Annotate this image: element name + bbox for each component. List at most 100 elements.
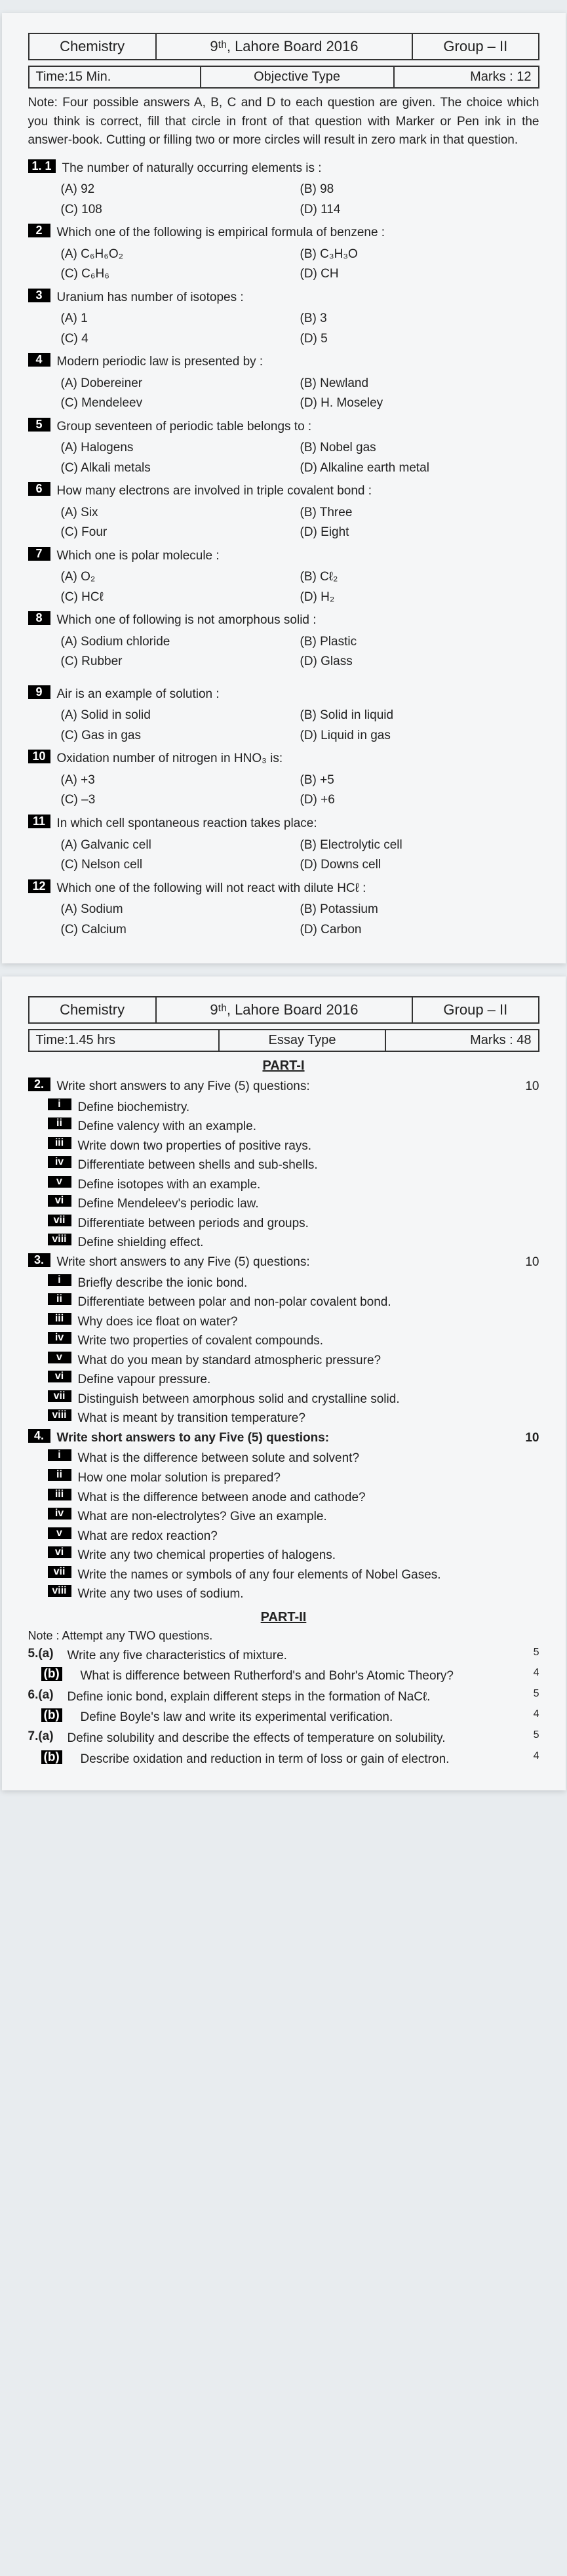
marks-cell: Marks : 12: [394, 66, 539, 88]
roman-item: iiiWhy does ice float on water?: [48, 1313, 539, 1331]
roman-numeral: viii: [48, 1585, 71, 1597]
group-cell-2: Group – II: [412, 997, 538, 1023]
roman-numeral: viii: [48, 1234, 71, 1245]
roman-numeral: ii: [48, 1469, 71, 1481]
long-note: Note : Attempt any TWO questions.: [28, 1629, 539, 1643]
instructions-note: Note: Four possible answers A, B, C and …: [28, 94, 539, 150]
roman-numeral: vi: [48, 1371, 71, 1382]
q12-options: (A) Sodium (B) Potassium (C) Calcium (D)…: [61, 900, 539, 940]
roman-item: v What do you mean by standard atmospheri…: [48, 1352, 539, 1370]
q4-opt-d: (D) H. Moseley: [300, 393, 539, 414]
marks-cell-2: Marks : 48: [385, 1030, 539, 1051]
group-cell: Group – II: [412, 33, 538, 60]
q3-opt-b: (B) 3: [300, 309, 539, 329]
q5-number: 5: [28, 418, 50, 432]
q4-opt-a: (A) Dobereiner: [61, 374, 300, 394]
roman-text: Write any two chemical properties of hal…: [78, 1546, 539, 1565]
q10-options: (A) +3 (B) +5 (C) –3 (D) +6: [61, 771, 539, 811]
q7-opt-a: (A) O₂: [61, 567, 300, 588]
roman-numeral: ii: [48, 1293, 71, 1305]
q2-opt-c: (C) C₆H₆: [61, 264, 300, 285]
q6a-text: Define ionic bond, explain different ste…: [68, 1688, 520, 1706]
q3-number: 3: [28, 289, 50, 302]
q7-text: Which one is polar molecule :: [57, 547, 539, 565]
q2-opt-a: (A) C₆H₆O₂: [61, 245, 300, 265]
q7-opt-b: (B) Cℓ₂: [300, 567, 539, 588]
roman-text: What do you mean by standard atmospheric…: [78, 1352, 539, 1370]
roman-numeral: viii: [48, 1409, 71, 1421]
roman-item: iiDifferentiate between polar and non-po…: [48, 1293, 539, 1312]
q11-opt-d: (D) Downs cell: [300, 855, 539, 875]
roman-numeral: iii: [48, 1137, 71, 1149]
q12-text: Which one of the following will not reac…: [57, 879, 539, 898]
q9-text: Air is an example of solution :: [57, 685, 539, 704]
q12-number: 12: [28, 879, 50, 893]
roman-numeral: i: [48, 1098, 71, 1110]
part-2-heading: PART-II: [28, 1610, 539, 1625]
roman-item: iiiWhat is the difference between anode …: [48, 1489, 539, 1507]
roman-text: Differentiate between periods and groups…: [78, 1215, 539, 1233]
q4-opt-c: (C) Mendeleev: [61, 393, 300, 414]
roman-item: ii How one molar solution is prepared?: [48, 1469, 539, 1487]
q11-number: 11: [28, 815, 50, 828]
roman-text: Write the names or symbols of any four e…: [78, 1566, 539, 1584]
roman-numeral: i: [48, 1274, 71, 1286]
type-cell-2: Essay Type: [219, 1030, 385, 1051]
question-6: 6 How many electrons are involved in tri…: [28, 482, 539, 500]
roman-text: How one molar solution is prepared?: [78, 1469, 539, 1487]
q5b: (b) What is difference between Rutherfor…: [28, 1667, 539, 1685]
eq2-text: Write short answers to any Five (5) ques…: [57, 1077, 539, 1096]
q5b-mark: 4: [520, 1667, 539, 1685]
roman-text: Write two properties of covalent compoun…: [78, 1332, 539, 1350]
q5-opt-a: (A) Halogens: [61, 438, 300, 458]
q7b-mark: 4: [520, 1750, 539, 1769]
q6-options: (A) Six (B) Three (C) Four (D) Eight: [61, 503, 539, 543]
roman-item: vWhat are redox reaction?: [48, 1527, 539, 1546]
eq3-number: 3.: [28, 1253, 50, 1267]
q1-text: The number of naturally occurring elemen…: [62, 159, 539, 178]
eq2-items: iDefine biochemistry.iiDefine valency wi…: [28, 1098, 539, 1252]
q7a-text: Define solubility and describe the effec…: [68, 1729, 520, 1748]
subject-cell: Chemistry: [29, 33, 156, 60]
eq3-items: iBriefly describe the ionic bond.iiDiffe…: [28, 1274, 539, 1428]
board-cell: 9ᵗʰ, Lahore Board 2016: [156, 33, 413, 60]
q7a-label: 7.(a): [28, 1729, 68, 1748]
roman-item: viWrite any two chemical properties of h…: [48, 1546, 539, 1565]
question-10: 10 Oxidation number of nitrogen in HNO₃ …: [28, 750, 539, 768]
subject-cell-2: Chemistry: [29, 997, 156, 1023]
roman-numeral: iv: [48, 1156, 71, 1168]
q3-opt-d: (D) 5: [300, 329, 539, 350]
roman-text: What is meant by transition temperature?: [78, 1409, 539, 1428]
roman-numeral: v: [48, 1527, 71, 1539]
q11-opt-a: (A) Galvanic cell: [61, 835, 300, 856]
q3-opt-a: (A) 1: [61, 309, 300, 329]
q9-number: 9: [28, 685, 50, 699]
q11-text: In which cell spontaneous reaction takes…: [57, 815, 539, 833]
roman-item: ivDifferentiate between shells and sub-s…: [48, 1156, 539, 1175]
q7b-label: (b): [41, 1750, 62, 1764]
question-4: 4 Modern periodic law is presented by :: [28, 353, 539, 371]
q6b-text: Define Boyle's law and write its experim…: [81, 1708, 520, 1727]
q7-opt-c: (C) HCℓ: [61, 588, 300, 608]
roman-item: viDefine vapour pressure.: [48, 1371, 539, 1389]
q3-opt-c: (C) 4: [61, 329, 300, 350]
q6-number: 6: [28, 482, 50, 496]
q2-options: (A) C₆H₆O₂ (B) C₃H₃O (C) C₆H₆ (D) CH: [61, 245, 539, 285]
q7b: (b) Describe oxidation and reduction in …: [28, 1750, 539, 1769]
q2-opt-b: (B) C₃H₃O: [300, 245, 539, 265]
roman-item: viiiWrite any two uses of sodium.: [48, 1585, 539, 1603]
roman-text: What is the difference between anode and…: [78, 1489, 539, 1507]
roman-text: Define biochemistry.: [78, 1098, 539, 1117]
q6-opt-d: (D) Eight: [300, 523, 539, 543]
roman-item: viii What is meant by transition temperat…: [48, 1409, 539, 1428]
question-3: 3 Uranium has number of isotopes :: [28, 289, 539, 307]
q6a: 6.(a) Define ionic bond, explain differe…: [28, 1688, 539, 1706]
q10-opt-b: (B) +5: [300, 771, 539, 791]
q3-options: (A) 1 (B) 3 (C) 4 (D) 5: [61, 309, 539, 349]
q7-number: 7: [28, 547, 50, 561]
q7a: 7.(a) Define solubility and describe the…: [28, 1729, 539, 1748]
roman-numeral: vii: [48, 1390, 71, 1402]
roman-numeral: v: [48, 1352, 71, 1363]
board-cell-2: 9ᵗʰ, Lahore Board 2016: [156, 997, 413, 1023]
eq4-text: Write short answers to any Five (5) ques…: [57, 1429, 539, 1447]
